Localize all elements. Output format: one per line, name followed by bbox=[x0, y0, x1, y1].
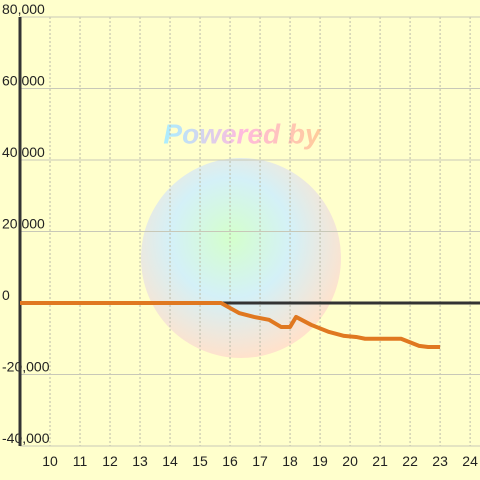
x-tick-label: 14 bbox=[162, 453, 178, 469]
x-tick-label: 20 bbox=[342, 453, 358, 469]
x-tick-label: 23 bbox=[432, 453, 448, 469]
y-tick-label: 20,000 bbox=[2, 216, 45, 232]
x-tick-label: 22 bbox=[402, 453, 418, 469]
x-tick-label: 24 bbox=[462, 453, 478, 469]
x-tick-label: 18 bbox=[282, 453, 298, 469]
watermark: Powered by bbox=[163, 118, 322, 149]
x-tick-label: 10 bbox=[42, 453, 58, 469]
x-tick-label: 12 bbox=[102, 453, 118, 469]
y-tick-label: 80,000 bbox=[2, 1, 45, 17]
y-tick-label: -20,000 bbox=[2, 359, 50, 375]
y-tick-label: 0 bbox=[2, 287, 10, 303]
x-tick-label: 16 bbox=[222, 453, 238, 469]
y-tick-label: 40,000 bbox=[2, 144, 45, 160]
x-tick-label: 19 bbox=[312, 453, 328, 469]
line bbox=[20, 301, 441, 349]
y-tick-label: -40,000 bbox=[2, 430, 50, 446]
x-tick-label: 13 bbox=[132, 453, 148, 469]
x-tick-label: 21 bbox=[372, 453, 388, 469]
x-tick-label: 17 bbox=[252, 453, 268, 469]
y-tick-label: 60,000 bbox=[2, 73, 45, 89]
watermark-logo bbox=[141, 158, 341, 358]
x-tick-label: 11 bbox=[73, 453, 88, 469]
x-tick-label: 15 bbox=[192, 453, 208, 469]
